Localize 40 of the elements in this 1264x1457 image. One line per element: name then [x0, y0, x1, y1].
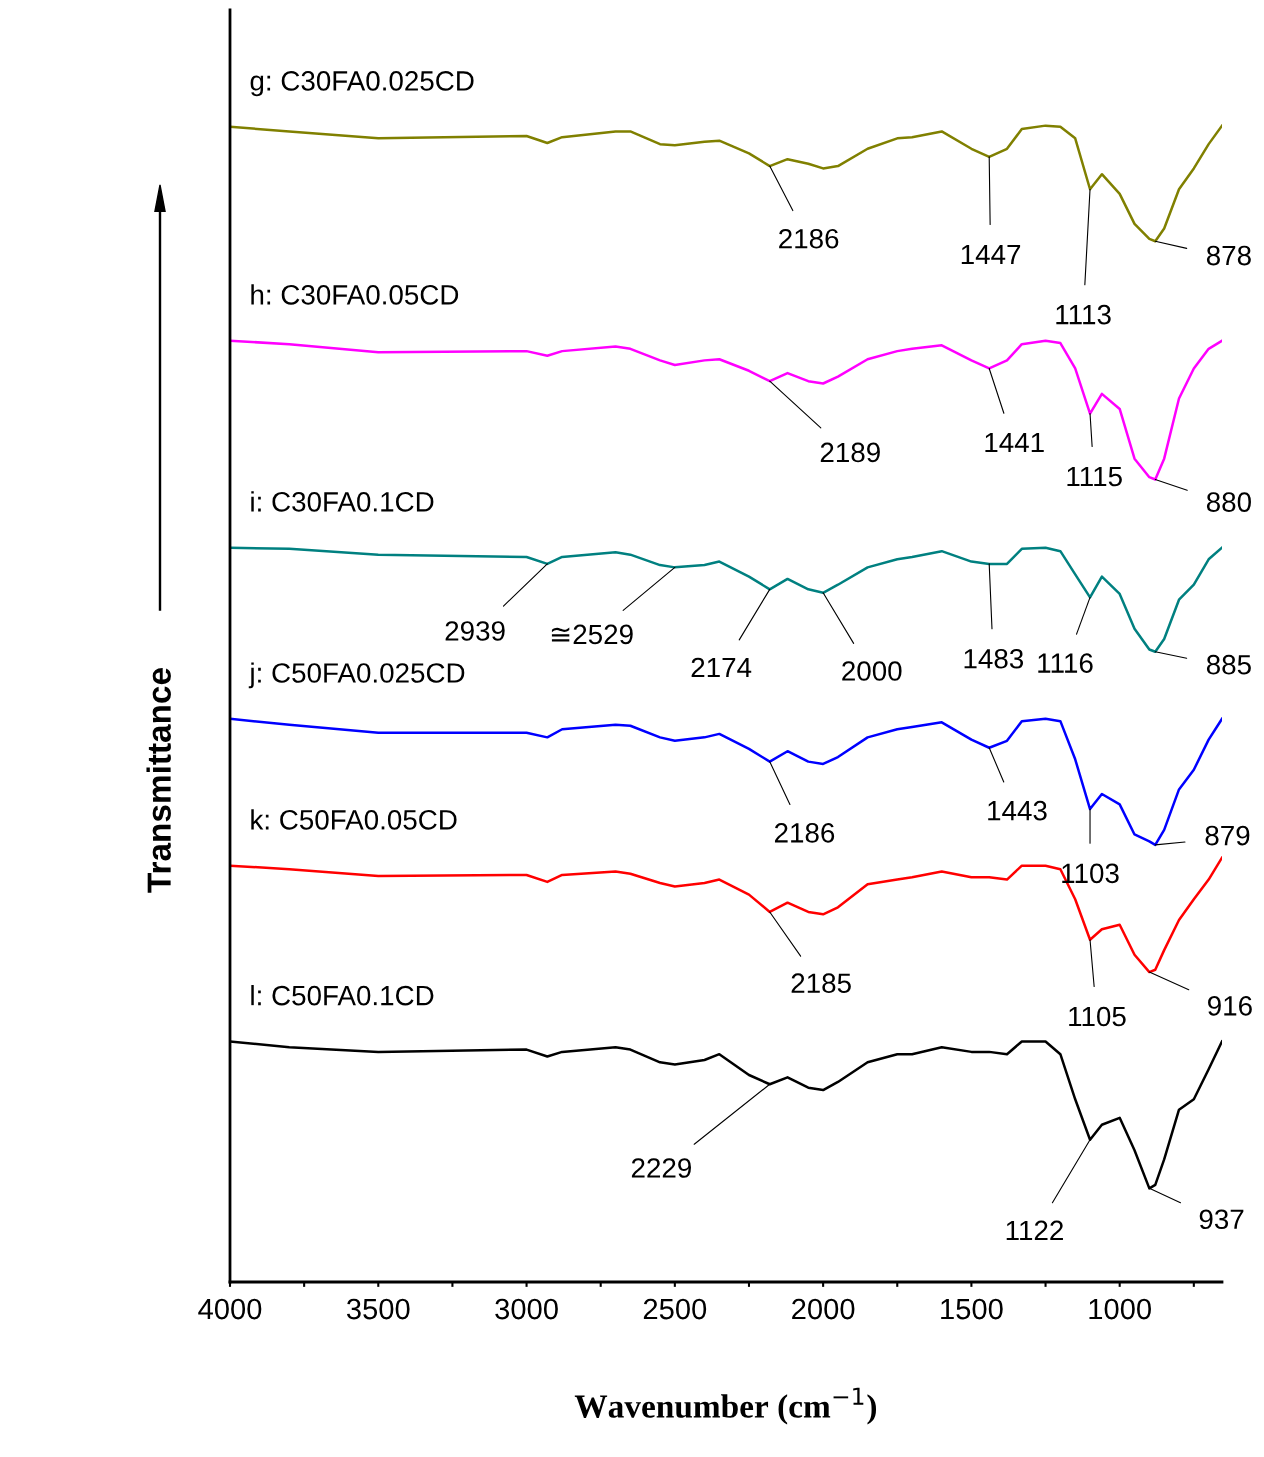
- annotation: 1113: [1056, 304, 1111, 325]
- series-label: g: C30FA0.025CD: [250, 71, 474, 97]
- annotation: 1483: [964, 648, 1024, 669]
- annotation: 1441: [985, 432, 1044, 453]
- annotation: 1443: [988, 800, 1047, 821]
- annotation: 916: [1208, 995, 1252, 1016]
- annotation: 937: [1199, 1209, 1244, 1230]
- annotation: 1103: [1062, 863, 1119, 884]
- x-tick-label: 3000: [495, 1298, 558, 1320]
- x-tick-label: 1000: [1089, 1298, 1151, 1320]
- annotation: 2189: [820, 442, 880, 463]
- annotation: 2186: [779, 228, 839, 249]
- series-label: l: C50FA0.1CD: [251, 985, 434, 1006]
- x-tick-label: 2500: [643, 1298, 707, 1320]
- annotation: 2185: [791, 973, 851, 994]
- annotation: 1115: [1067, 466, 1122, 487]
- annotation: ≅2529: [551, 624, 633, 645]
- series-label: i: C30FA0.1CD: [251, 491, 434, 512]
- annotation: 1116: [1038, 653, 1093, 673]
- x-axis-title: Wavenumber (cm$^{−1}$): [574, 1387, 877, 1425]
- annotation: 1122: [1006, 1220, 1063, 1241]
- x-tick-label: 2000: [792, 1298, 855, 1320]
- annotation: 878: [1206, 245, 1251, 266]
- series-label: k: C50FA0.05CD: [251, 809, 457, 830]
- annotation: 1105: [1069, 1006, 1126, 1027]
- annotation: 1447: [961, 244, 1021, 265]
- annotation: 2000: [842, 661, 902, 681]
- series-label: h: C30FA0.05CD: [251, 284, 459, 305]
- annotation: 880: [1206, 492, 1251, 512]
- y-axis-title: Transmittance: [146, 668, 171, 893]
- x-tick-label: 4000: [198, 1298, 262, 1320]
- x-tick-label: 1500: [941, 1298, 1003, 1320]
- annotation: 2229: [631, 1158, 691, 1178]
- annotation: 2939: [445, 621, 505, 641]
- annotation: 2174: [691, 657, 752, 678]
- series-label: j: C50FA0.025CD: [248, 662, 465, 689]
- x-tick-label: 3500: [346, 1298, 410, 1320]
- annotation: 2186: [774, 823, 835, 843]
- annotation: 885: [1206, 654, 1251, 675]
- annotation: 879: [1205, 825, 1250, 846]
